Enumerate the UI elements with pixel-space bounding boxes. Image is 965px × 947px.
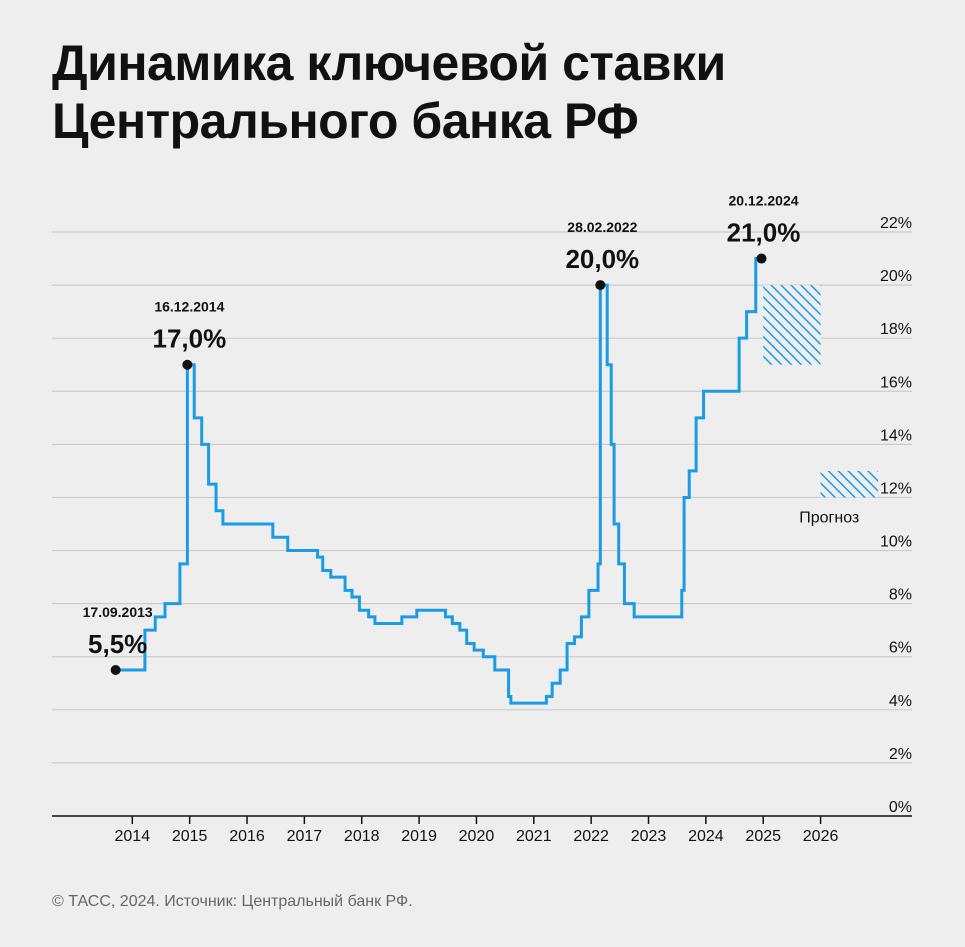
annotation-0: 17.09.2013 5,5%	[83, 604, 153, 675]
x-tick-label: 2024	[688, 828, 724, 845]
y-tick-label: 14%	[880, 427, 912, 444]
annotation-value: 17,0%	[152, 324, 226, 354]
annotation-date: 16.12.2014	[154, 299, 224, 315]
annotation-value: 5,5%	[88, 629, 147, 659]
x-tick-label: 2020	[459, 828, 495, 845]
x-tick-label: 2019	[401, 828, 437, 845]
annotation-3: 20.12.2024 21,0%	[727, 193, 801, 264]
y-tick-label: 6%	[889, 640, 912, 657]
title-line-1: Динамика ключевой ставки	[52, 35, 726, 91]
y-tick-label: 22%	[880, 215, 912, 232]
annotation-value: 20,0%	[565, 244, 639, 274]
annotation-dot	[595, 280, 606, 291]
annotation-1: 16.12.2014 17,0%	[152, 299, 226, 370]
annotation-2: 28.02.2022 20,0%	[565, 219, 639, 291]
y-tick-label: 16%	[880, 374, 912, 391]
forecast-label: Прогноз	[799, 509, 859, 526]
source-note: © ТАСС, 2024. Источник: Центральный банк…	[52, 893, 413, 910]
x-tick-label: 2014	[115, 828, 151, 845]
annotations: 17.09.20135,5%16.12.201417,0%28.02.20222…	[83, 193, 801, 675]
x-tick-label: 2026	[803, 828, 839, 845]
x-tick-label: 2025	[745, 828, 781, 845]
x-tick-label: 2021	[516, 828, 552, 845]
annotation-date: 17.09.2013	[83, 604, 153, 620]
rate-line	[115, 257, 762, 705]
x-tick-label: 2015	[172, 828, 208, 845]
y-tick-label: 12%	[880, 480, 912, 497]
title-line-2: Центрального банка РФ	[52, 93, 639, 149]
x-tick-label: 2018	[344, 828, 380, 845]
y-tick-label: 20%	[880, 268, 912, 285]
y-tick-label: 2%	[889, 746, 912, 763]
x-tick-label: 2023	[631, 828, 667, 845]
annotation-date: 28.02.2022	[567, 219, 637, 235]
forecast-range-2025	[763, 285, 821, 365]
y-tick-label: 18%	[880, 321, 912, 338]
annotation-dot	[182, 359, 193, 370]
x-tick-label: 2022	[573, 828, 609, 845]
y-tick-label: 4%	[889, 693, 912, 710]
rate-line-layer	[115, 257, 762, 705]
annotation-date: 20.12.2024	[728, 193, 798, 209]
y-tick-label: 0%	[889, 799, 912, 816]
x-tick-label: 2017	[287, 828, 323, 845]
y-tick-label: 10%	[880, 534, 912, 551]
page-title: Динамика ключевой ставки Центрального ба…	[52, 34, 912, 150]
annotation-value: 21,0%	[727, 218, 801, 248]
axes: 0% 2% 4% 6% 8% 10% 12% 14% 16% 18% 20% 22% 2014 2015 2…	[52, 215, 912, 845]
y-tick-label: 8%	[889, 587, 912, 604]
x-tick-label: 2016	[229, 828, 265, 845]
annotation-dot	[756, 253, 767, 264]
annotation-dot	[110, 665, 121, 675]
forecast-area: Прогноз	[763, 285, 878, 526]
forecast-range-2026	[820, 470, 878, 498]
